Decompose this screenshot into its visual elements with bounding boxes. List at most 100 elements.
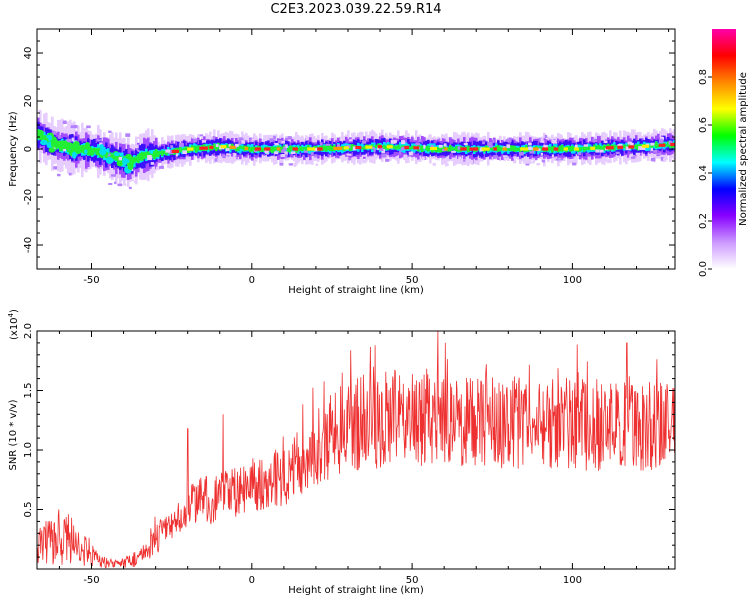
- heatmap-cell: [419, 145, 422, 151]
- heatmap-cell: [649, 144, 652, 148]
- heatmap-cell: [404, 145, 410, 150]
- heatmap-cell: [219, 160, 223, 164]
- heatmap-cell: [282, 149, 285, 153]
- heatmap-cell: [243, 145, 246, 152]
- heatmap-cell: [301, 147, 304, 152]
- heatmap-cell: [165, 149, 170, 153]
- heatmap-y-tick-label: 0: [23, 146, 34, 152]
- heatmap-x-axis-label: Height of straight line (km): [288, 285, 424, 296]
- heatmap-cell: [468, 160, 474, 164]
- heatmap-cell: [285, 154, 288, 158]
- heatmap-cell: [329, 144, 332, 152]
- heatmap-cell: [397, 144, 400, 150]
- heatmap-cell: [427, 145, 430, 152]
- heatmap-cell: [226, 153, 231, 156]
- heatmap-cell: [38, 129, 44, 136]
- heatmap-cell: [303, 150, 308, 153]
- heatmap-cell: [651, 145, 654, 148]
- heatmap-cell: [386, 145, 393, 149]
- heatmap-cell: [222, 159, 227, 162]
- heatmap-cell: [151, 153, 154, 157]
- heatmap-cell: [413, 146, 420, 150]
- heatmap-cell: [299, 146, 302, 151]
- heatmap-cell: [381, 149, 386, 154]
- heatmap-cell: [497, 145, 500, 152]
- snr-y-multiplier: (x104): [7, 309, 20, 340]
- heatmap-cell: [306, 161, 311, 165]
- heatmap-cell: [131, 158, 134, 167]
- heatmap-cell: [150, 162, 155, 165]
- heatmap-cell: [247, 146, 250, 151]
- heatmap-cell: [634, 156, 638, 160]
- heatmap-cell: [213, 143, 216, 149]
- heatmap-cell: [527, 142, 532, 146]
- heatmap-cell: [401, 145, 404, 148]
- heatmap-cell: [215, 144, 219, 147]
- heatmap-cell: [615, 145, 618, 148]
- heatmap-cell: [59, 140, 62, 152]
- heatmap-cell: [293, 162, 297, 167]
- heatmap-cell: [178, 143, 184, 147]
- heatmap-cell: [430, 144, 434, 148]
- heatmap-cell: [655, 141, 658, 148]
- heatmap-cell: [660, 136, 665, 141]
- heatmap-cell: [327, 145, 330, 151]
- heatmap-cell: [650, 142, 655, 146]
- colorbar-tick-label: 0.2: [698, 213, 709, 229]
- heatmap-cell: [600, 136, 605, 141]
- heatmap-cell: [253, 149, 258, 152]
- heatmap-cell: [653, 149, 658, 153]
- heatmap-cell: [361, 147, 364, 150]
- heatmap-cell: [579, 147, 582, 152]
- snr-series-line: [37, 331, 675, 569]
- heatmap-cell: [317, 147, 323, 151]
- heatmap-cell: [229, 145, 236, 149]
- heatmap-cell: [517, 147, 520, 151]
- heatmap-cell: [84, 149, 89, 154]
- colorbar-tick-label: 0.0: [698, 261, 709, 277]
- heatmap-cell: [313, 138, 317, 142]
- heatmap-cell: [99, 148, 107, 156]
- heatmap-cell: [403, 154, 408, 159]
- heatmap-cell: [310, 152, 314, 156]
- heatmap-cell: [287, 136, 292, 140]
- heatmap-cell: [225, 148, 230, 151]
- heatmap-cell: [540, 137, 544, 142]
- heatmap-cell: [662, 157, 668, 161]
- heatmap-cell: [108, 183, 113, 186]
- heatmap-panel: -50 0 50 100 -40 -20 0 20 40 Height of straight …: [8, 28, 676, 296]
- heatmap-cell: [241, 140, 246, 144]
- heatmap-cell: [395, 146, 398, 150]
- heatmap-cell: [300, 138, 306, 142]
- heatmap-cell: [209, 145, 214, 149]
- heatmap-cell: [501, 147, 504, 151]
- heatmap-cell: [449, 144, 452, 152]
- heatmap-cell: [41, 133, 44, 141]
- heatmap-x-tick-label: 50: [406, 275, 419, 286]
- heatmap-cell: [314, 147, 318, 152]
- heatmap-cell: [239, 145, 242, 149]
- heatmap-cell: [379, 147, 384, 151]
- heatmap-cell: [193, 138, 198, 143]
- heatmap-cell: [615, 151, 620, 155]
- heatmap-cell: [443, 143, 447, 147]
- heatmap-cell: [49, 137, 52, 146]
- heatmap-cell: [658, 139, 664, 143]
- heatmap-cell: [135, 136, 140, 139]
- heatmap-cell: [299, 136, 302, 141]
- heatmap-cell: [670, 142, 675, 147]
- heatmap-cell: [444, 147, 448, 151]
- heatmap-cell: [383, 144, 386, 151]
- heatmap-cell: [303, 147, 306, 150]
- heatmap-cell: [336, 144, 340, 147]
- heatmap-cell: [492, 139, 495, 143]
- heatmap-cell: [116, 160, 124, 167]
- heatmap-cell: [214, 158, 218, 162]
- heatmap-cell: [38, 109, 41, 113]
- heatmap-cell: [274, 142, 279, 146]
- heatmap-cell: [511, 145, 514, 152]
- heatmap-cell: [402, 156, 407, 161]
- snr-y-tick-label: 1.0: [23, 442, 34, 458]
- heatmap-cell: [371, 146, 375, 150]
